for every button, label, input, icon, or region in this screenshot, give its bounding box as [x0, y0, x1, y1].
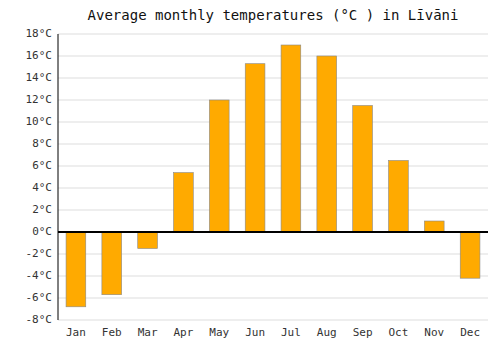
grid-line: [58, 34, 488, 35]
bar: [102, 232, 122, 295]
bar: [353, 106, 373, 233]
bars: [66, 45, 480, 307]
x-tick-label: Dec: [460, 326, 480, 339]
y-tick-label: 4°C: [32, 181, 52, 194]
grid-line: [58, 232, 488, 233]
grid-line: [58, 122, 488, 123]
bar: [281, 45, 301, 232]
bar: [317, 56, 337, 232]
grid-line: [58, 210, 488, 211]
grid: [58, 34, 488, 320]
y-axis-line: [58, 34, 59, 320]
y-tick-label: 0°C: [32, 225, 52, 238]
grid-line: [58, 100, 488, 101]
chart: -8°C -6°C -4°C -2°C 0°C 2°C 4°C 6°C 8°C 10°C 12°C 1…: [0, 0, 500, 350]
x-tick-label: Nov: [424, 326, 444, 339]
bar: [389, 161, 409, 233]
y-tick-label: -8°C: [26, 313, 53, 326]
bar: [245, 64, 265, 232]
x-tick-label: Aug: [317, 326, 337, 339]
y-tick-label: 10°C: [26, 115, 53, 128]
grid-line: [58, 276, 488, 277]
grid-line: [58, 78, 488, 79]
grid-line: [58, 188, 488, 189]
grid-line: [58, 56, 488, 57]
zero-line: [58, 231, 488, 233]
bar: [66, 232, 86, 307]
y-tick-label: 8°C: [32, 137, 52, 150]
x-tick-label: Apr: [173, 326, 193, 339]
x-tick-label: May: [209, 326, 229, 339]
y-tick-label: -6°C: [26, 291, 53, 304]
title: Average monthly temperatures (°C ) in Lī…: [88, 7, 459, 23]
grid-line: [58, 166, 488, 167]
y-tick-label: 2°C: [32, 203, 52, 216]
x-tick-label: Sep: [353, 326, 373, 339]
y-tick-label: 6°C: [32, 159, 52, 172]
y-axis: -8°C -6°C -4°C -2°C 0°C 2°C 4°C 6°C 8°C 10°C 12°C 1…: [26, 27, 53, 326]
y-tick-label: 14°C: [26, 71, 53, 84]
x-axis: Jan Feb Mar Apr May Jun Jul Aug Sep Oct Nov Dec: [66, 326, 480, 339]
y-tick-label: -4°C: [26, 269, 53, 282]
y-tick-label: 16°C: [26, 49, 53, 62]
grid-line: [58, 298, 488, 299]
bar: [174, 173, 194, 232]
y-tick-label: -2°C: [26, 247, 53, 260]
grid-line: [58, 320, 488, 321]
y-tick-label: 12°C: [26, 93, 53, 106]
x-tick-label: Oct: [388, 326, 408, 339]
grid-line: [58, 254, 488, 255]
bar: [460, 232, 480, 278]
x-tick-label: Mar: [138, 326, 158, 339]
x-tick-label: Jul: [281, 326, 301, 339]
x-tick-label: Jan: [66, 326, 86, 339]
grid-line: [58, 144, 488, 145]
bar: [138, 232, 158, 249]
y-tick-label: 18°C: [26, 27, 53, 40]
x-tick-label: Jun: [245, 326, 265, 339]
x-tick-label: Feb: [102, 326, 122, 339]
chart-container: -8°C -6°C -4°C -2°C 0°C 2°C 4°C 6°C 8°C 10°C 12°C 1…: [0, 0, 500, 350]
bar: [209, 100, 229, 232]
bar: [424, 221, 444, 232]
